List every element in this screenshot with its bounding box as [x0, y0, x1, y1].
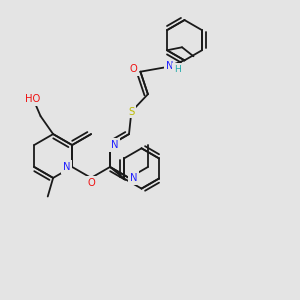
Text: S: S: [128, 106, 134, 117]
Text: O: O: [87, 178, 95, 188]
Text: O: O: [130, 64, 138, 74]
Text: N: N: [166, 61, 173, 71]
Text: N: N: [63, 162, 70, 172]
Text: HO: HO: [25, 94, 40, 104]
Text: N: N: [130, 173, 137, 183]
Text: N: N: [111, 140, 118, 150]
Text: H: H: [174, 65, 181, 74]
